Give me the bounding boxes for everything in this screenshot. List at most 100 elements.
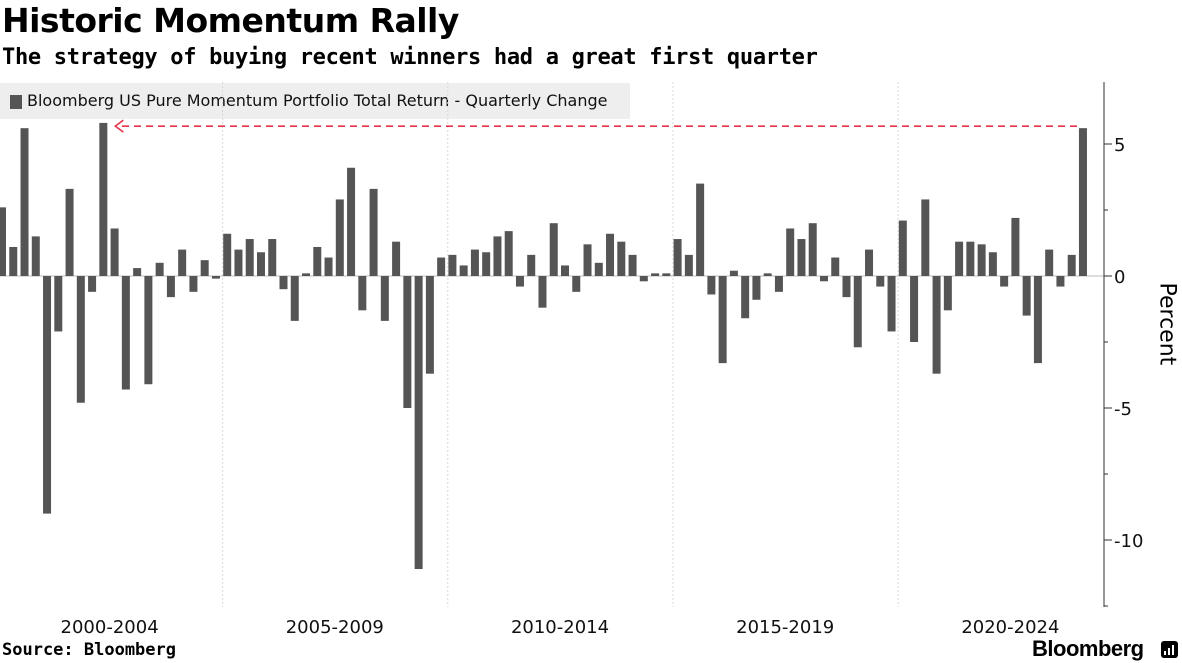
bar-2010-Q1 bbox=[448, 254, 457, 276]
bar-2006-Q3 bbox=[290, 276, 299, 321]
bar-2003-Q2 bbox=[144, 276, 153, 385]
bar-2019-Q1 bbox=[853, 276, 862, 348]
bar-2007-Q1 bbox=[313, 246, 322, 276]
bar-2019-Q3 bbox=[876, 276, 885, 287]
bar-2009-Q4 bbox=[437, 257, 446, 276]
bar-2011-Q1 bbox=[493, 236, 502, 276]
bar-2012-Q1 bbox=[538, 276, 547, 308]
bar-2016-Q1 bbox=[718, 276, 727, 364]
bar-2023-Q2 bbox=[1045, 249, 1054, 276]
bar-2018-Q1 bbox=[808, 223, 817, 276]
bar-2001-Q2 bbox=[54, 276, 63, 332]
bar-2008-Q4 bbox=[392, 241, 401, 276]
y-axis: 5 0 -5 -10 bbox=[1103, 82, 1143, 607]
bar-2015-Q3 bbox=[696, 183, 705, 276]
bars-group bbox=[0, 122, 1087, 570]
bar-2011-Q2 bbox=[504, 231, 513, 276]
bar-2009-Q2 bbox=[414, 276, 423, 570]
bar-2009-Q3 bbox=[425, 276, 434, 374]
bar-2020-Q1 bbox=[898, 220, 907, 276]
bar-2007-Q4 bbox=[347, 167, 356, 276]
bar-2005-Q2 bbox=[234, 249, 243, 276]
bar-2008-Q3 bbox=[380, 276, 389, 321]
bar-2023-Q4 bbox=[1067, 254, 1076, 276]
bar-2014-Q4 bbox=[662, 273, 671, 276]
bar-2022-Q2 bbox=[1000, 276, 1009, 287]
bar-2004-Q2 bbox=[189, 276, 198, 292]
bar-2002-Q4 bbox=[121, 276, 130, 390]
bar-2012-Q4 bbox=[572, 276, 581, 292]
bar-2005-Q4 bbox=[256, 252, 265, 276]
bar-2001-Q1 bbox=[43, 276, 52, 514]
bar-2013-Q1 bbox=[583, 244, 592, 276]
bloomberg-logo: Bloomberg bbox=[1032, 636, 1144, 661]
bar-2020-Q4 bbox=[932, 276, 941, 374]
bar-2013-Q2 bbox=[594, 262, 603, 276]
bar-2021-Q2 bbox=[955, 241, 964, 276]
bar-2000-Q2 bbox=[9, 246, 18, 276]
bar-2024-Q1 bbox=[1078, 128, 1087, 276]
bloomberg-chart-icon bbox=[1161, 641, 1178, 658]
bar-2015-Q1 bbox=[673, 239, 682, 276]
x-period-label: 2005-2009 bbox=[286, 617, 384, 638]
bar-2016-Q3 bbox=[741, 276, 750, 319]
vertical-gridlines bbox=[222, 82, 899, 607]
source-note: Source: Bloomberg bbox=[2, 640, 176, 660]
y-tick-label: -5 bbox=[1114, 399, 1132, 420]
bar-2018-Q4 bbox=[842, 276, 851, 298]
bar-2000-Q4 bbox=[31, 236, 40, 276]
bar-2003-Q4 bbox=[166, 276, 175, 298]
annotation-arrow bbox=[114, 119, 1077, 133]
bar-2017-Q1 bbox=[763, 273, 772, 276]
bar-2023-Q3 bbox=[1056, 276, 1065, 287]
bar-2003-Q1 bbox=[133, 268, 142, 276]
legend: Bloomberg US Pure Momentum Portfolio Tot… bbox=[0, 83, 630, 119]
bar-2019-Q2 bbox=[865, 249, 874, 276]
bar-2021-Q1 bbox=[943, 276, 952, 311]
bar-2013-Q4 bbox=[617, 241, 626, 276]
bar-2018-Q2 bbox=[819, 276, 828, 282]
bar-2003-Q3 bbox=[155, 262, 164, 276]
bar-2005-Q3 bbox=[245, 239, 254, 276]
bar-2019-Q4 bbox=[887, 276, 896, 332]
bar-2022-Q3 bbox=[1011, 217, 1020, 276]
bar-2000-Q3 bbox=[20, 128, 29, 276]
bar-2011-Q3 bbox=[515, 276, 524, 287]
y-tick-label: -10 bbox=[1114, 531, 1143, 552]
chart-subtitle: The strategy of buying recent winners ha… bbox=[2, 45, 818, 70]
bar-2014-Q3 bbox=[651, 273, 660, 276]
bar-2002-Q3 bbox=[110, 228, 119, 276]
bar-2013-Q3 bbox=[606, 233, 615, 276]
bar-2007-Q2 bbox=[324, 257, 333, 276]
legend-label: Bloomberg US Pure Momentum Portfolio Tot… bbox=[27, 91, 608, 110]
bar-2004-Q1 bbox=[178, 249, 187, 276]
y-tick-label: 0 bbox=[1114, 267, 1125, 288]
bar-2006-Q4 bbox=[302, 273, 311, 276]
bar-2015-Q2 bbox=[684, 254, 693, 276]
bar-2001-Q3 bbox=[65, 188, 74, 276]
legend-swatch bbox=[10, 95, 22, 109]
bar-2017-Q2 bbox=[774, 276, 783, 292]
bar-2014-Q2 bbox=[639, 276, 648, 282]
bar-2004-Q3 bbox=[200, 260, 209, 276]
bar-2006-Q1 bbox=[268, 239, 277, 276]
bar-2002-Q1 bbox=[88, 276, 97, 292]
bar-2021-Q4 bbox=[977, 244, 986, 276]
bar-2006-Q2 bbox=[279, 276, 288, 290]
bar-2009-Q1 bbox=[403, 276, 412, 408]
bar-2000-Q1 bbox=[0, 207, 6, 276]
bar-2007-Q3 bbox=[335, 199, 344, 276]
y-tick-label: 5 bbox=[1114, 135, 1125, 156]
bar-2015-Q4 bbox=[707, 276, 716, 295]
bar-2008-Q2 bbox=[369, 188, 378, 276]
x-axis-period-labels: 2000-2004 2005-2009 2010-2014 2015-2019 2020… bbox=[61, 617, 1060, 638]
bar-2021-Q3 bbox=[966, 241, 975, 276]
x-period-label: 2020-2024 bbox=[961, 617, 1059, 638]
bar-2012-Q3 bbox=[561, 265, 569, 276]
bar-2022-Q4 bbox=[1022, 276, 1031, 316]
bar-2010-Q2 bbox=[459, 265, 468, 276]
chart-title: Historic Momentum Rally bbox=[2, 1, 459, 40]
x-period-label: 2010-2014 bbox=[511, 617, 609, 638]
y-axis-label: Percent bbox=[1154, 282, 1180, 366]
bar-2008-Q1 bbox=[358, 276, 367, 311]
